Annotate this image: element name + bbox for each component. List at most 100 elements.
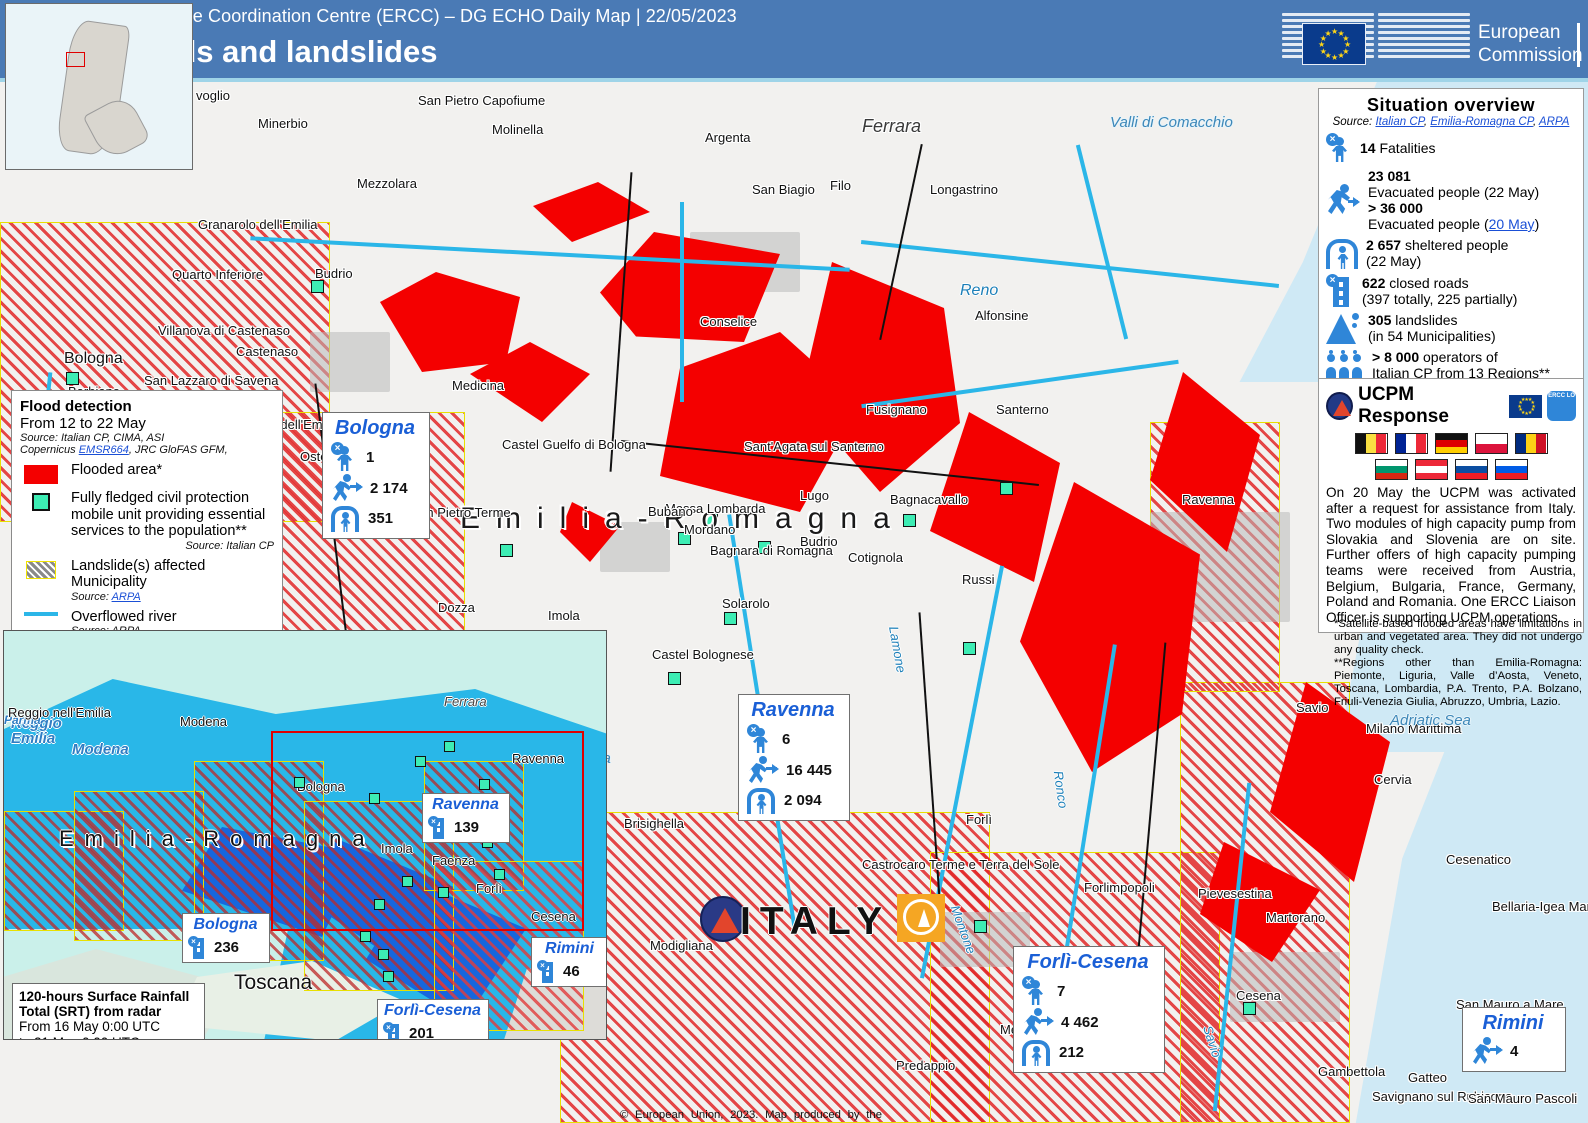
cp-mobile-unit-marker[interactable] [360, 931, 371, 942]
flag-poland [1474, 433, 1508, 454]
river-label: Ronco [1050, 769, 1071, 810]
flag-belgium [1354, 433, 1388, 454]
cp-mobile-unit-marker[interactable] [758, 541, 771, 554]
fatalities-label: Fatalities [1379, 140, 1436, 156]
town-label: Imola [548, 608, 580, 623]
shelter-icon [1022, 1038, 1050, 1066]
flag-bulgaria [1374, 459, 1408, 480]
arpa-link[interactable]: ARPA [111, 590, 141, 603]
town-label: Russi [962, 572, 995, 587]
operators-value: > 8 000 [1372, 349, 1420, 365]
source-link-emilia-romagna-cp[interactable]: Emilia-Romagna CP [1430, 116, 1533, 128]
cp-mobile-unit-marker[interactable] [438, 887, 449, 898]
rainfall-to: to 21 May 0:00 UTC [19, 1035, 198, 1040]
vigili-del-fuoco-emblem-icon [897, 894, 945, 942]
closed-road-icon: × [383, 1022, 403, 1039]
province-stats-box-bologna: Bologna × 1 2 174 351 [322, 412, 430, 539]
landslides-sub: (in 54 Municipalities) [1368, 328, 1496, 344]
town-label: Massa Lombarda [665, 501, 766, 516]
province-name: Bologna [193, 916, 258, 933]
cp-mobile-unit-marker[interactable] [383, 971, 394, 982]
source-link-italian-cp[interactable]: Italian CP [1375, 116, 1424, 128]
legend-source-line-2: Copernicus EMSR664, JRC GloFAS GFM, [20, 444, 274, 456]
legend-item-label: Flooded area* [71, 462, 163, 478]
flag-slovenia [1494, 459, 1528, 480]
sea-label: Adriatic Sea [1390, 712, 1471, 729]
ucpm-response-panel: UCPM Response ★ ★ ★ ★ ★ ★ ★ ★ ★ ★ ★ ★ ERCC LO On 20… [1318, 378, 1584, 634]
cp-mobile-unit-marker[interactable] [494, 869, 505, 880]
footnote-2: **Regions other than Emilia-Romagna: Pie… [1334, 657, 1582, 708]
eu-logo-line1: European [1478, 22, 1561, 43]
town-label: Castel Guelfo di Bologna [502, 437, 646, 452]
stat-text-operators: > 8 000 operators of Italian CP from 13 … [1372, 349, 1550, 381]
cp-mobile-unit-marker[interactable] [402, 876, 413, 887]
town-label: Argenta [705, 130, 751, 145]
cp-mobile-unit-marker[interactable] [705, 513, 718, 526]
town-label: Filo [830, 178, 851, 193]
locator-inset-map[interactable] [5, 3, 193, 170]
cp-mobile-unit-marker[interactable] [369, 793, 380, 804]
inset-town-label: Imola [381, 841, 413, 856]
cp-mobile-unit-marker[interactable] [479, 779, 490, 790]
inset-box-rimini: Rimini × 46 [531, 937, 606, 987]
stat-text-landslides: 305 landslides (in 54 Municipalities) [1368, 312, 1496, 344]
ercc-lo-label: ERCC LO [1548, 393, 1576, 399]
cp-mobile-unit-marker[interactable] [974, 920, 987, 933]
town-label: Savignano sul Rubicone [1372, 1089, 1513, 1104]
town-label: Conselice [700, 314, 758, 329]
town-label: Bagnacavallo [890, 492, 969, 507]
province-evacuated-value: 16 445 [786, 761, 832, 779]
province-sheltered-value: 212 [1059, 1043, 1085, 1061]
town-label: Bagnara di Romagna [710, 543, 833, 558]
cp-mobile-unit-marker[interactable] [500, 544, 513, 557]
legend-item-source: Source: ARPA [71, 590, 141, 603]
cp-mobile-unit-marker[interactable] [66, 372, 79, 385]
legend-item-landslide: Landslide(s) affected Municipality Sourc… [20, 558, 274, 603]
cp-mobile-unit-marker[interactable] [724, 612, 737, 625]
inset-town-label: Forlì [476, 881, 502, 896]
built-up-area [310, 332, 390, 392]
cp-mobile-unit-marker[interactable] [444, 741, 455, 752]
province-evacuated-row: 4 [1471, 1037, 1555, 1065]
rainfall-inset-map[interactable]: Reggio Emilia Modena Parma Emilia-Romagn… [3, 630, 607, 1040]
operators-sub: Italian CP from 13 Regions** [1372, 365, 1550, 381]
landslide-swatch [26, 560, 56, 579]
eu-logo-text: European Commission [1478, 21, 1583, 67]
source-link-arpa[interactable]: ARPA [1538, 116, 1570, 128]
header-rule [0, 78, 1588, 82]
cp-mobile-unit-marker[interactable] [378, 949, 389, 960]
cp-mobile-unit-marker[interactable] [1000, 482, 1013, 495]
stat-row-fatalities: × 14 Fatalities [1326, 133, 1576, 163]
town-label: San Lazzaro di Savena [144, 373, 279, 388]
inset-box-ravenna: Ravenna × 139 [422, 793, 510, 843]
province-stats-box-ravenna: Ravenna × 6 16 445 2 094 [738, 694, 850, 821]
legend-source-prefix: Copernicus [20, 444, 79, 456]
cp-mobile-unit-marker[interactable] [668, 672, 681, 685]
cp-mobile-unit-marker[interactable] [903, 514, 916, 527]
stat-row-landslides: 305 landslides (in 54 Municipalities) [1326, 312, 1576, 344]
cp-mobile-unit-marker[interactable] [294, 777, 305, 788]
cp-mobile-unit-marker[interactable] [678, 532, 691, 545]
town-label: Castel Bolognese [652, 647, 754, 662]
sheltered-sub: (22 May) [1366, 253, 1422, 269]
emsr664-link[interactable]: EMSR664 [78, 444, 129, 456]
date-link-20may[interactable]: 20 May [1488, 216, 1535, 232]
town-label: Granarolo dell'Emilia [198, 217, 318, 232]
cp-mobile-unit-marker[interactable] [374, 899, 385, 910]
cp-mobile-unit-marker[interactable] [1243, 1002, 1256, 1015]
eu-flag-icon: ★ ★ ★ ★ ★ ★ ★ ★ ★ ★ ★ ★ [1302, 23, 1366, 65]
province-sheltered-value: 351 [368, 509, 394, 527]
fatality-icon: × [331, 442, 357, 472]
locator-extent-box [66, 52, 85, 67]
closed-roads-value: 236 [214, 939, 240, 956]
cp-mobile-unit-marker[interactable] [311, 280, 324, 293]
town-label: Villanova di Castenaso [158, 323, 291, 338]
cp-mobile-unit-marker[interactable] [415, 756, 426, 767]
town-label: Forlimpopoli [1084, 880, 1155, 895]
town-label: Alfonsine [975, 308, 1029, 323]
closed-roads-value: 139 [454, 819, 480, 836]
province-name: Forlì-Cesena [1027, 951, 1149, 973]
town-label: Longastrino [930, 182, 998, 197]
legend-item-label: Overflowed river [71, 608, 177, 625]
cp-mobile-unit-marker[interactable] [963, 642, 976, 655]
